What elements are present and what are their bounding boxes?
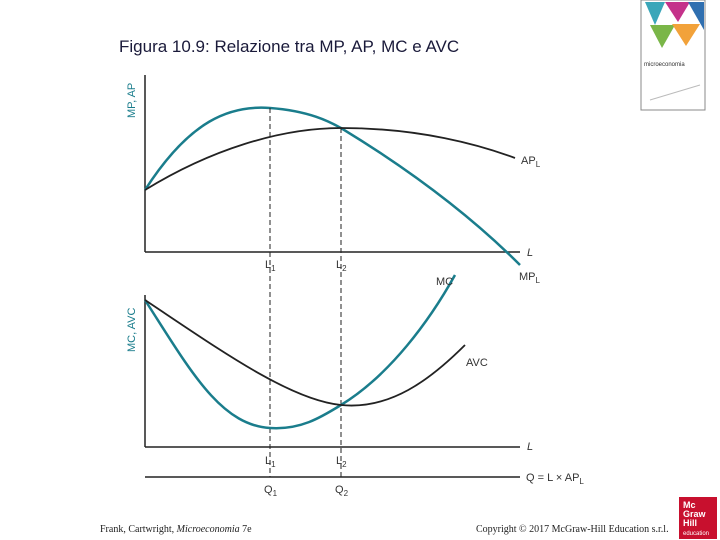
text: 2 [344,489,349,498]
q-axis-label: Q = L × APL [526,472,584,486]
avc-curve [144,299,466,407]
text: 2 [342,264,347,273]
text: 7e [240,524,253,535]
tick-label: L2 [336,455,347,469]
tick-label: L1 [265,455,276,469]
bottom-panel [143,274,520,478]
text: Q = L × AP [526,472,579,484]
top-panel [143,75,521,266]
text: L [336,455,342,467]
x-axis-label: L [527,247,533,259]
text: 1 [271,264,276,273]
text: Graw [683,509,707,519]
curve-label: APL [521,155,541,169]
text: 2 [342,460,347,469]
curve-label: AVC [466,357,488,369]
cover-title: microeconomia [644,62,685,68]
q-tick-label: Q2 [335,484,349,498]
tick-label: L1 [265,259,276,273]
x-axis-label: L [527,441,533,453]
y-axis-label: MP, AP [126,83,138,118]
text: AP [521,155,536,167]
text: 1 [271,460,276,469]
y-axis-label: MC, AVC [126,308,138,352]
text: L [536,276,541,285]
logo: Mc Graw Hill education [679,497,717,539]
title: Figura 10.9: Relazione tra MP, AP, MC e … [119,37,459,56]
text: Frank, Cartwright, [100,524,177,535]
ap-curve [144,127,516,191]
tick-label: L2 [336,259,347,273]
book-cover: microeconomia [640,0,706,111]
text: education [683,531,709,537]
footer-right: Copyright © 2017 McGraw-Hill Education s… [476,524,669,535]
curve-label: MC [436,276,453,288]
text: Hill [683,518,697,528]
text: L [579,477,584,486]
footer-left: Frank, Cartwright, Microeconomia 7e [100,524,252,535]
text: L [265,455,271,467]
text: L [265,259,271,271]
mp-curve [143,106,521,266]
text: L [336,259,342,271]
text: Microeconomia [176,524,240,535]
text: Mc [683,500,696,510]
curve-label: MPL [519,271,541,285]
text: 1 [273,489,278,498]
text: Q [264,484,273,496]
mc-curve [143,274,457,430]
q-tick-label: Q1 [264,484,278,498]
text: MP [519,271,536,283]
text: L [536,160,541,169]
text: Q [335,484,344,496]
